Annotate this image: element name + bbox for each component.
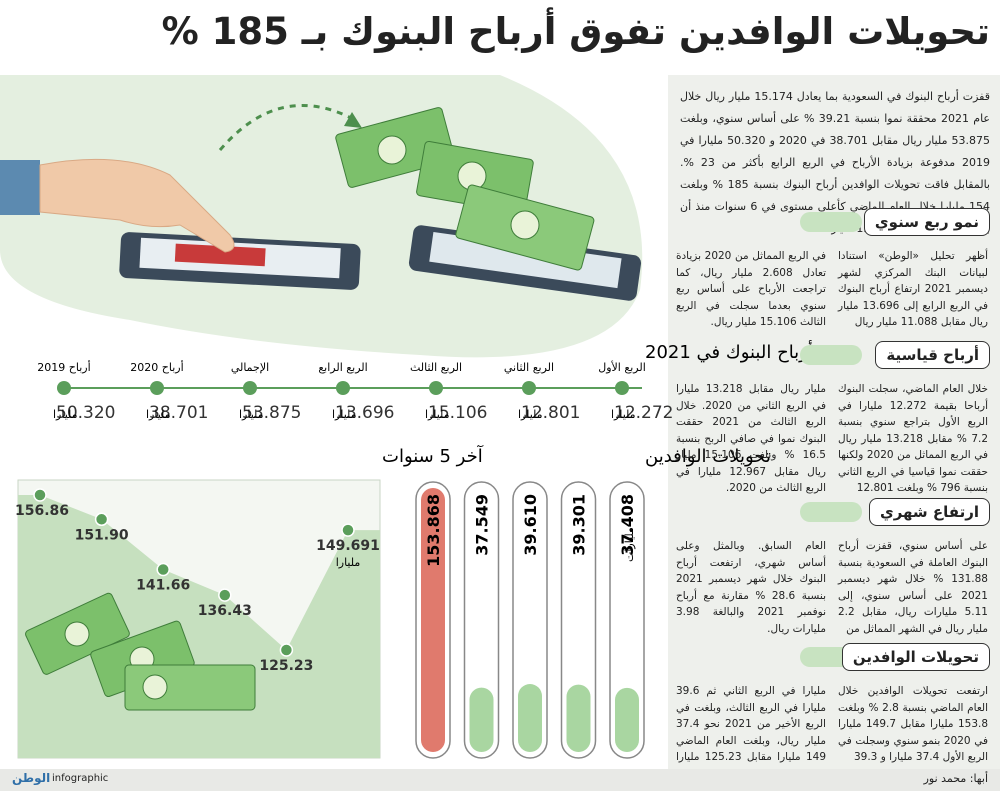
point <box>156 562 170 577</box>
money-bottom <box>25 592 256 711</box>
point-label: 125.23 <box>259 658 313 674</box>
point <box>94 512 109 527</box>
timeline-label: أرباح 2019 <box>37 360 90 374</box>
point-label: 149.691 <box>316 538 380 554</box>
timeline-title: أرباح البنوك في 2021 <box>645 340 813 363</box>
footer: أبها: محمد نور الوطن infographic <box>0 769 1000 791</box>
footer-label: infographic <box>52 773 109 784</box>
timeline-dot <box>429 381 443 395</box>
timeline-label: الربع الرابع <box>318 361 367 374</box>
timeline-unit: مليارا <box>611 408 636 421</box>
section-pill <box>800 502 862 522</box>
byline: أبها: محمد نور <box>923 772 988 785</box>
hand <box>0 158 235 253</box>
timeline-unit: مليارا <box>53 408 78 421</box>
point-label: 141.66 <box>136 577 190 593</box>
section-text: العام السابق. وبالمثل وعلى أساس شهري، ار… <box>676 540 827 635</box>
point <box>33 488 47 502</box>
point-unit: مليارا <box>336 556 361 569</box>
section-pill <box>800 212 862 232</box>
point-label: 136.43 <box>198 603 252 619</box>
section-text: ارتفعت تحويلات الوافدين خلال العام الماض… <box>838 685 989 763</box>
title: تحويلات الوافدين تفوق أرباح البنوك بـ 18… <box>161 10 990 53</box>
timeline-unit: مليارا <box>332 408 357 421</box>
bar-value: 37.408 <box>618 494 637 556</box>
bar-unit: مليارات <box>623 527 636 562</box>
point-label: 156.86 <box>15 503 69 519</box>
bar-value: 39.301 <box>570 494 589 556</box>
bar <box>566 684 591 752</box>
timeline-label: الإجمالي <box>231 361 269 374</box>
section-pill <box>800 345 862 365</box>
bar-value: 37.549 <box>473 494 492 556</box>
timeline-dot <box>150 381 164 395</box>
phone-left <box>119 232 361 290</box>
area-title: آخر 5 سنوات <box>382 444 484 467</box>
section-text: مليارا في الربع الثاني ثم 39.6 مليارا في… <box>676 685 826 780</box>
timeline-label: الربع الثالث <box>410 361 462 374</box>
timeline-unit: مليارا <box>425 408 450 421</box>
timeline-dot <box>615 381 629 395</box>
arrow-head <box>344 112 362 128</box>
point-label: 151.90 <box>75 527 129 543</box>
phone-right <box>408 225 642 301</box>
timeline-value: 38.701 <box>149 403 208 423</box>
section-text: أظهر تحليل «الوطن» استنادا لبيانات البنك… <box>838 250 988 328</box>
bar-value: 153.868 <box>424 494 443 567</box>
bar <box>421 488 445 752</box>
timeline-dot <box>336 381 350 395</box>
timeline-label: الربع الثاني <box>504 361 554 374</box>
bar <box>615 687 639 752</box>
intro: قفزت أرباح البنوك في السعودية بما يعادل … <box>680 90 990 235</box>
arrow <box>218 104 356 151</box>
illustration-bg <box>0 75 643 358</box>
timeline-value: 12.272 <box>614 403 673 423</box>
bar <box>469 687 494 752</box>
timeline-label: أرباح 2020 <box>130 360 183 374</box>
timeline-value: 15.106 <box>428 403 487 423</box>
section-text: خلال العام الماضي، سجلت البنوك أرباحا بق… <box>838 383 989 494</box>
timeline-value: 13.696 <box>335 403 394 423</box>
section-heading: ارتفاع شهري <box>868 498 990 526</box>
timeline-dot <box>57 381 71 395</box>
bar-value: 39.610 <box>521 494 540 556</box>
bar <box>518 684 542 752</box>
bar-title: تحويلات الوافدين <box>645 446 771 467</box>
timeline-dot <box>522 381 536 395</box>
section-heading: أرباح قياسية <box>875 341 990 369</box>
point <box>279 643 294 657</box>
timeline-value: 53.875 <box>242 403 301 423</box>
timeline-label: الربع الأول <box>598 360 646 374</box>
section-heading: نمو ربع سنوي <box>863 208 990 236</box>
timeline-value: 50.320 <box>56 403 115 423</box>
timeline-unit: مليارا <box>239 408 264 421</box>
brand: الوطن <box>12 771 51 785</box>
point <box>218 588 232 602</box>
timeline-value: 12.801 <box>521 403 580 423</box>
bar-tube <box>463 481 500 759</box>
section-heading: تحويلات الوافدين <box>841 643 990 671</box>
bar-tube <box>609 481 645 759</box>
section-text: في الربع المماثل من 2020 بزيادة تعادل 2.… <box>676 250 826 328</box>
point <box>341 523 355 537</box>
timeline-unit: مليارا <box>518 408 543 421</box>
timeline-dot <box>243 381 257 395</box>
section-text: على أساس سنوي، قفزت أرباح البنوك العاملة… <box>838 540 988 635</box>
timeline-unit: مليارا <box>146 408 171 421</box>
money-top <box>335 107 595 271</box>
section-text: مليار ريال مقابل 13.218 مليارا في الربع … <box>676 383 827 494</box>
